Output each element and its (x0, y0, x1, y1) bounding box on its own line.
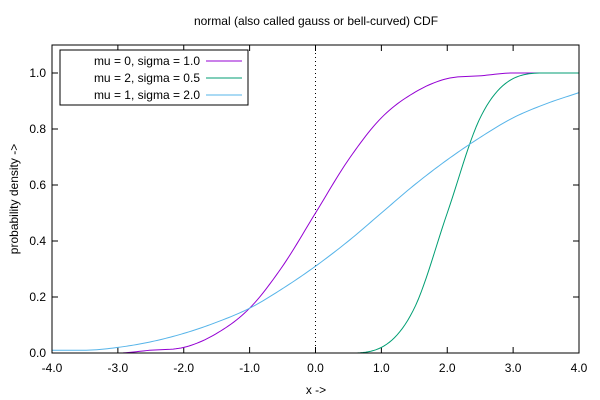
legend-entry-label: mu = 1, sigma = 2.0 (94, 88, 200, 102)
series-line-1 (52, 72, 579, 354)
y-tick-label: 0.4 (29, 234, 46, 248)
x-tick-label: -3.0 (108, 361, 129, 375)
x-tick-label: 3.0 (505, 361, 522, 375)
legend-entry-label: mu = 0, sigma = 1.0 (94, 54, 200, 68)
chart-legend: mu = 0, sigma = 1.0 mu = 2, sigma = 0.5 mu… (59, 49, 249, 106)
x-tick-label: 4.0 (571, 361, 588, 375)
x-tick-label: 0.0 (307, 361, 324, 375)
x-tick-label: 1.0 (373, 361, 390, 375)
y-tick-label: 0.0 (29, 346, 46, 360)
series-line-3 (52, 92, 580, 351)
legend-entry-label: mu = 2, sigma = 0.5 (94, 71, 200, 85)
x-axis-label: x -> (306, 383, 326, 397)
y-tick-label: 0.2 (29, 290, 46, 304)
axis-ticks: -4.0 -3.0 -2.0 -1.0 0.0 1.0 2.0 3.0 4.0 0.0 0.2 0.4… (29, 45, 588, 375)
y-axis-label: probability density -> (7, 144, 21, 254)
y-tick-label: 1.0 (29, 66, 46, 80)
x-tick-label: 2.0 (439, 361, 456, 375)
x-tick-label: -1.0 (239, 361, 260, 375)
x-tick-label: -2.0 (173, 361, 194, 375)
y-tick-label: 0.6 (29, 178, 46, 192)
series-lines (52, 72, 580, 354)
y-tick-label: 0.8 (29, 122, 46, 136)
x-tick-label: -4.0 (42, 361, 63, 375)
plot-frame (51, 44, 580, 354)
chart-title: normal (also called gauss or bell-curved… (194, 14, 438, 28)
